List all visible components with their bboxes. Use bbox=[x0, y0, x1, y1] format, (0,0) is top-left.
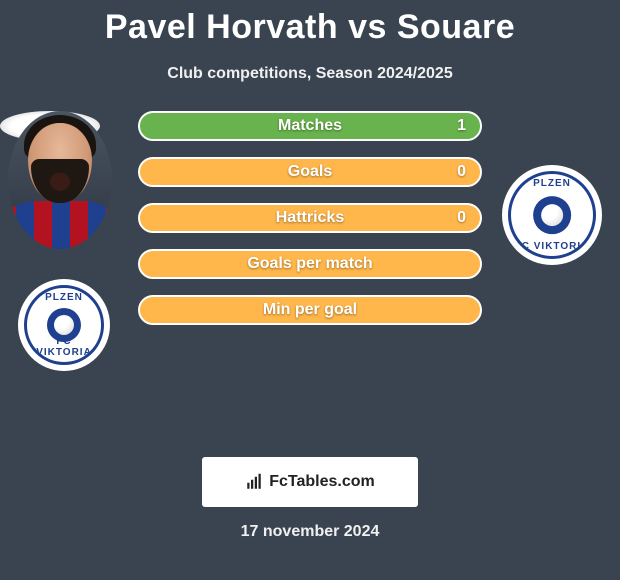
stat-label: Goals bbox=[288, 163, 332, 181]
stat-value-left: 0 bbox=[457, 163, 466, 181]
crest-text-bottom: FC VIKTORIA bbox=[511, 241, 593, 252]
attribution-text: FcTables.com bbox=[269, 473, 375, 491]
stat-label: Hattricks bbox=[276, 209, 344, 227]
player-left-photo bbox=[8, 111, 112, 249]
stat-bar: Min per goal bbox=[138, 295, 482, 325]
page-title: Pavel Horvath vs Souare bbox=[0, 0, 620, 47]
comparison-content: PLZEN FC VIKTORIA PLZEN FC VIKTORIA Matc… bbox=[0, 111, 620, 451]
club-crest-right: PLZEN FC VIKTORIA bbox=[502, 165, 602, 265]
comparison-bars: Matches 1 Goals 0 Hattricks 0 Goals per match M… bbox=[138, 111, 482, 341]
stat-bar: Hattricks 0 bbox=[138, 203, 482, 233]
crest-text-top: PLZEN bbox=[511, 178, 593, 189]
stat-label: Goals per match bbox=[247, 255, 372, 273]
crest-text-bottom: FC VIKTORIA bbox=[27, 336, 101, 358]
stat-value-left: 0 bbox=[457, 209, 466, 227]
attribution-badge: FcTables.com bbox=[202, 457, 418, 507]
club-crest-left: PLZEN FC VIKTORIA bbox=[18, 279, 110, 371]
subtitle: Club competitions, Season 2024/2025 bbox=[0, 65, 620, 83]
stat-bar: Goals per match bbox=[138, 249, 482, 279]
stat-value-left: 1 bbox=[457, 117, 466, 135]
stat-label: Matches bbox=[278, 117, 342, 135]
crest-text-top: PLZEN bbox=[27, 292, 101, 303]
stat-bar: Goals 0 bbox=[138, 157, 482, 187]
stat-label: Min per goal bbox=[263, 301, 357, 319]
bar-chart-icon bbox=[245, 473, 263, 491]
stat-bar: Matches 1 bbox=[138, 111, 482, 141]
date-text: 17 november 2024 bbox=[0, 523, 620, 541]
